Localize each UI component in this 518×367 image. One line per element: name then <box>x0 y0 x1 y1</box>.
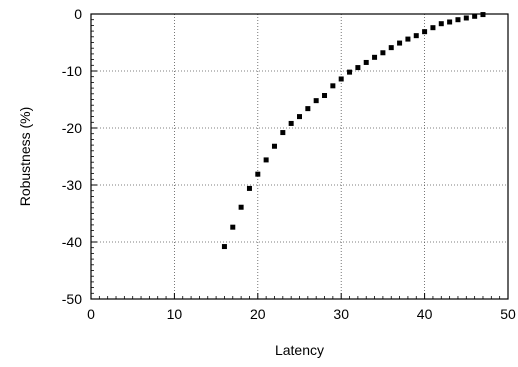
y-tick-label: -20 <box>62 120 82 136</box>
axis-ticks: 0 10 20 30 40 50 0 -10 -20 -30 -40 -50 <box>62 6 516 322</box>
y-tick-label: -50 <box>62 291 82 307</box>
data-point <box>455 17 461 23</box>
y-tick-label: -10 <box>62 63 82 79</box>
x-tick-label: 40 <box>417 306 433 322</box>
x-tick-label: 10 <box>167 306 183 322</box>
data-point <box>288 120 294 126</box>
data-point <box>313 98 319 104</box>
plot-area-frame <box>90 13 509 300</box>
data-point <box>447 19 453 25</box>
data-point <box>263 157 269 163</box>
data-point <box>355 65 361 71</box>
y-tick-label: 0 <box>74 6 82 22</box>
data-point <box>363 59 369 65</box>
data-point <box>305 106 311 112</box>
data-point <box>463 15 469 21</box>
y-tick-label: -30 <box>62 177 82 193</box>
minor-ticks <box>91 19 501 299</box>
data-points <box>221 12 486 250</box>
x-tick-label: 50 <box>500 306 516 322</box>
y-tick-label: -40 <box>62 234 82 250</box>
data-point <box>230 224 236 230</box>
data-point <box>388 45 394 51</box>
x-tick-label: 20 <box>250 306 266 322</box>
x-axis-label: Latency <box>275 342 324 358</box>
data-point <box>221 244 227 250</box>
data-point <box>347 69 353 75</box>
data-point <box>380 50 386 56</box>
data-point <box>271 143 277 149</box>
y-axis-label: Robustness (%) <box>17 107 33 207</box>
data-point <box>255 171 261 177</box>
data-point <box>297 114 302 120</box>
data-point <box>438 21 444 27</box>
data-point <box>405 36 411 42</box>
grid <box>91 14 508 299</box>
data-point <box>280 130 286 136</box>
data-point <box>422 29 428 35</box>
data-point <box>322 93 328 99</box>
data-point <box>480 12 486 18</box>
data-point <box>246 185 252 191</box>
data-point <box>338 76 344 82</box>
data-point <box>238 204 244 210</box>
data-point <box>397 40 403 46</box>
x-tick-label: 0 <box>87 306 95 322</box>
data-point <box>413 33 419 39</box>
data-point <box>330 83 336 89</box>
data-point <box>472 13 478 19</box>
data-point <box>430 25 436 31</box>
data-point <box>372 54 378 60</box>
x-tick-label: 30 <box>333 306 349 322</box>
